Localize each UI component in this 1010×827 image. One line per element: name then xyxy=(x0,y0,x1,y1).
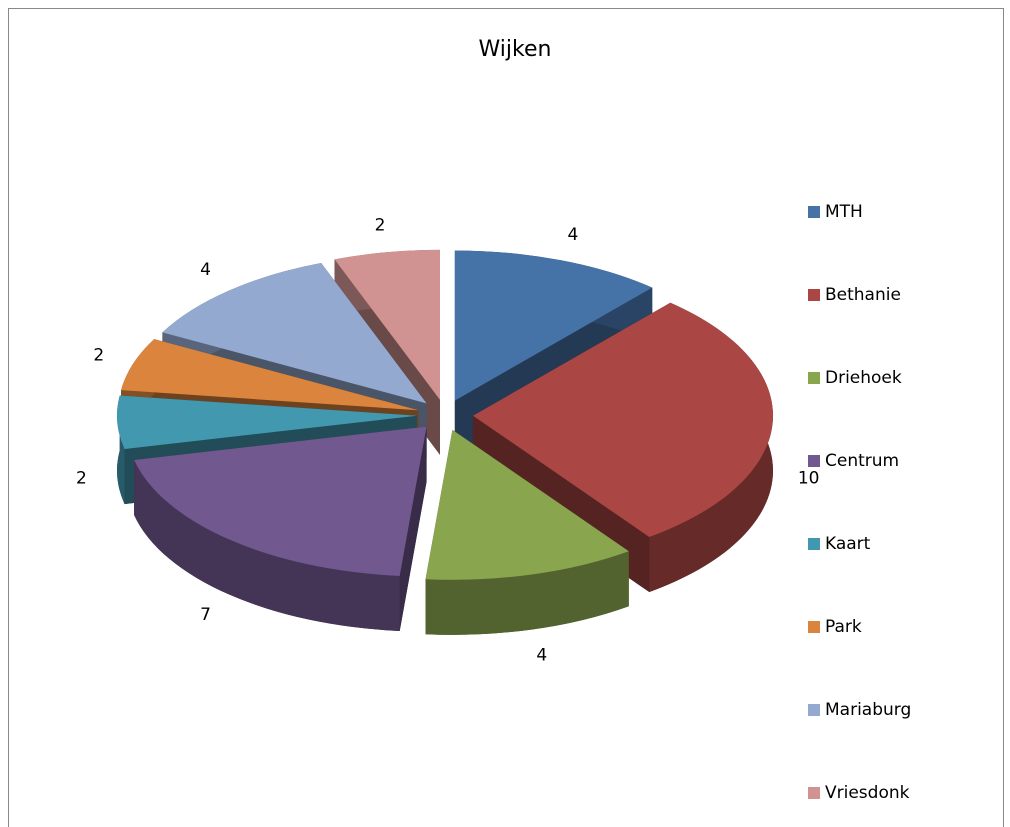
data-label: 2 xyxy=(93,346,104,366)
slice-top xyxy=(425,429,629,580)
slice-top xyxy=(162,262,427,404)
data-label: 2 xyxy=(375,216,386,236)
legend-label: Vriesdonk xyxy=(825,783,910,803)
data-label: 4 xyxy=(567,225,578,245)
legend-label: Park xyxy=(825,617,862,637)
data-label: 10 xyxy=(798,469,820,489)
legend-swatch xyxy=(808,538,820,550)
slice-top xyxy=(334,249,441,400)
legend-swatch xyxy=(808,704,820,716)
legend-label: Bethanie xyxy=(825,285,901,305)
slice-top xyxy=(134,426,427,576)
legend-label: Driehoek xyxy=(825,368,902,388)
legend-swatch xyxy=(808,621,820,633)
chart-title: Wijken xyxy=(479,37,552,62)
slice-side xyxy=(425,551,629,635)
data-label: 2 xyxy=(76,469,87,489)
legend-label: Mariaburg xyxy=(825,700,911,720)
slice-top xyxy=(117,395,418,450)
slice-top xyxy=(454,250,653,401)
legend-label: MTH xyxy=(825,202,863,222)
legend-swatch xyxy=(808,787,820,799)
slice-side xyxy=(134,459,400,631)
data-label: 4 xyxy=(536,645,547,665)
legend-label: Kaart xyxy=(825,534,871,554)
slice-top xyxy=(121,339,419,411)
slice-top xyxy=(472,302,773,538)
legend-swatch xyxy=(808,289,820,301)
data-label: 4 xyxy=(200,260,211,280)
data-label: 7 xyxy=(200,605,211,625)
legend-swatch xyxy=(808,372,820,384)
legend-label: Centrum xyxy=(825,451,899,471)
legend-swatch xyxy=(808,455,820,467)
legend-swatch xyxy=(808,206,820,218)
